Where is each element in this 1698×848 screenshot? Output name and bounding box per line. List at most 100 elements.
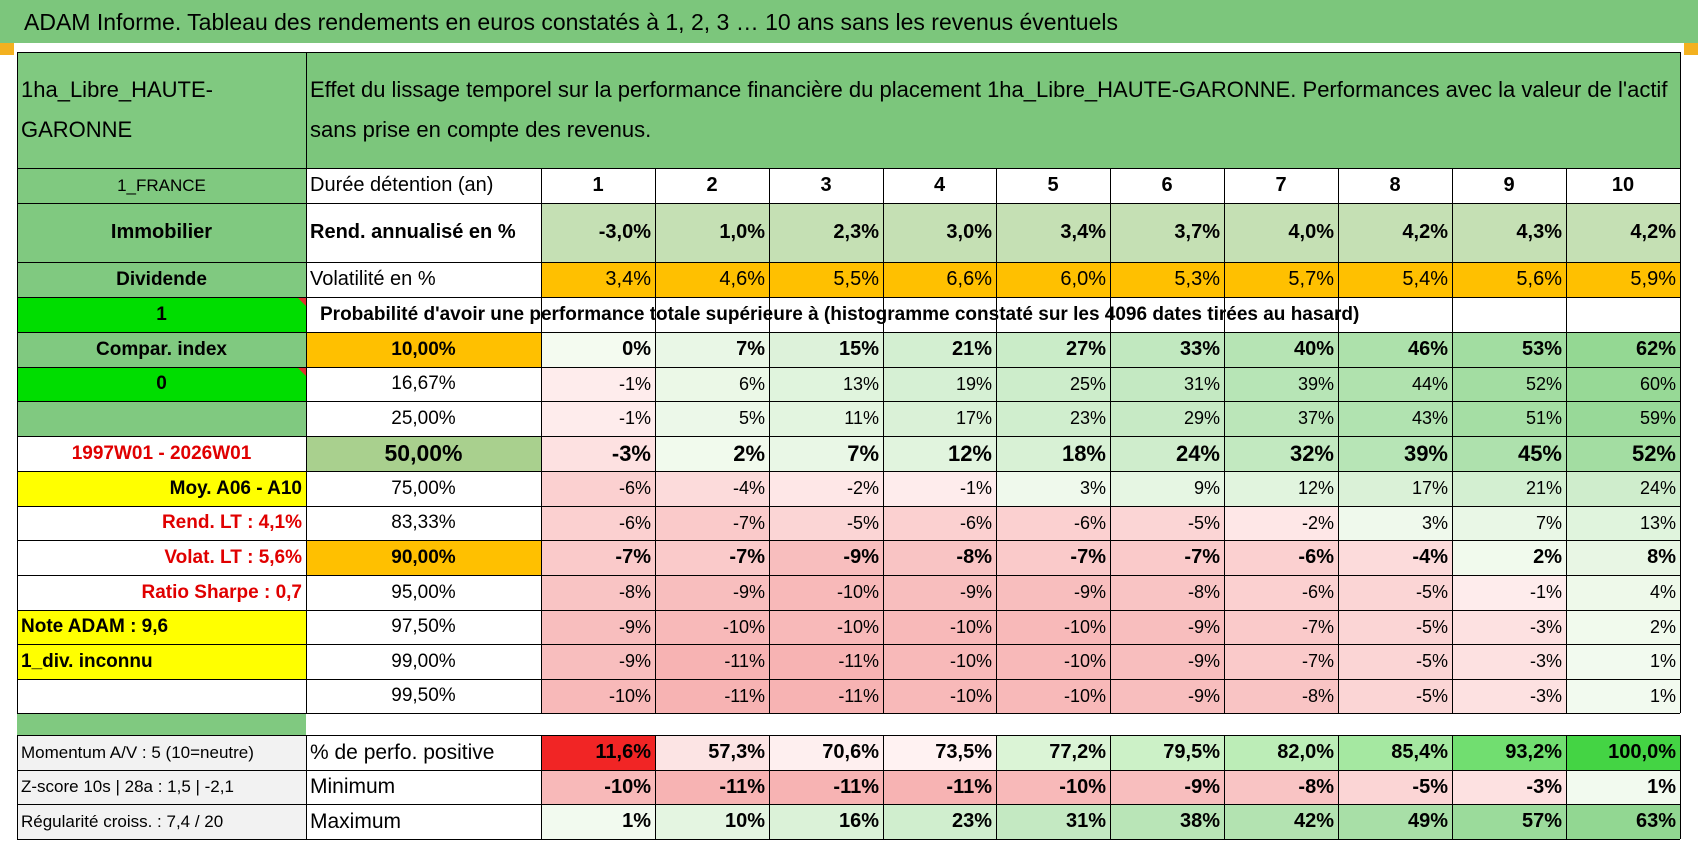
year-header: 7 [1224,168,1338,203]
quantile-value: 43% [1338,401,1452,436]
quantile-value: -9% [883,575,996,610]
quantile-value: 24% [1566,471,1680,506]
quantile-value: -10% [996,679,1110,713]
left-panel-cell: 0 [17,367,306,401]
quantile-value: 18% [996,436,1110,471]
grid-line [17,52,1680,53]
quantile-value: 21% [883,332,996,367]
left-panel-cell: Dividende [17,262,306,297]
quantile-value: -6% [541,471,655,506]
quantile-label: 75,00% [306,471,541,506]
quantile-value: 0% [541,332,655,367]
grid-line [17,804,1680,805]
quantile-value: 13% [769,367,883,401]
annual-return-value: 2,3% [769,203,883,262]
grid-line [1680,52,1681,713]
year-header: 1 [541,168,655,203]
quantile-value: -3% [1452,610,1566,644]
stat-value: 16% [769,804,883,839]
quantile-label: 16,67% [306,367,541,401]
grid-line [17,52,18,713]
quantile-value: -11% [655,679,769,713]
quantile-value: 31% [1110,367,1224,401]
quantile-value: -4% [655,471,769,506]
stat-value: 93,2% [1452,735,1566,770]
indicator-note: Momentum A/V : 5 (10=neutre) [17,735,306,770]
annual-return-value: 4,3% [1452,203,1566,262]
grid-line [541,168,542,713]
grid-line [1452,168,1453,713]
grid-line [1224,735,1225,839]
stat-label: Maximum [306,804,541,839]
stat-value: 10% [655,804,769,839]
grid-line [17,367,1680,368]
comment-indicator-icon[interactable] [298,298,306,306]
quantile-value: -9% [769,540,883,575]
quantile-value: 5% [655,401,769,436]
quantile-value: -5% [1338,575,1452,610]
grid-line [1338,735,1339,839]
left-panel-cell [17,401,306,436]
quantile-value: -8% [541,575,655,610]
grid-line [769,168,770,713]
quantile-value: -6% [883,506,996,540]
quantile-value: -10% [769,575,883,610]
volatility-value: 6,6% [883,262,996,297]
left-panel-cell: 1997W01 - 2026W01 [17,436,306,471]
quantile-value: 37% [1224,401,1338,436]
stat-value: 85,4% [1338,735,1452,770]
volatility-value: 5,4% [1338,262,1452,297]
quantile-value: -10% [996,610,1110,644]
years-label: Durée détention (an) [306,168,541,203]
quantile-value: 2% [655,436,769,471]
quantile-value: 24% [1110,436,1224,471]
quantile-value: -3% [1452,644,1566,679]
grid-line [1338,168,1339,713]
quantile-value: 3% [1338,506,1452,540]
year-header: 2 [655,168,769,203]
stat-value: 73,5% [883,735,996,770]
grid-line [1452,735,1453,839]
quantile-value: 45% [1452,436,1566,471]
grid-line [17,770,1680,771]
quantile-value: -11% [655,644,769,679]
quantile-value: -7% [541,540,655,575]
comment-indicator-icon[interactable] [298,368,306,376]
quantile-label: 50,00% [306,436,541,471]
left-panel-cell [17,679,306,713]
quantile-label: 83,33% [306,506,541,540]
quantile-value: 9% [1110,471,1224,506]
stat-value: 82,0% [1224,735,1338,770]
quantile-value: 52% [1452,367,1566,401]
left-panel-cell: 1_div. inconnu [17,644,306,679]
stat-value: 38% [1110,804,1224,839]
grid-line [17,471,1680,472]
quantile-value: -9% [541,644,655,679]
grid-line [996,168,997,713]
grid-line [1566,168,1567,713]
quantile-value: -4% [1338,540,1452,575]
quantile-value: -6% [1224,575,1338,610]
quantile-value: 3% [996,471,1110,506]
quantile-value: -1% [1452,575,1566,610]
grid-line [17,839,1680,840]
stat-value: 63% [1566,804,1680,839]
return-label: Rend. annualisé en % [306,203,541,262]
stat-label: % de perfo. positive [306,735,541,770]
quantile-value: -10% [996,644,1110,679]
grid-line [883,735,884,839]
quantile-value: 25% [996,367,1110,401]
grid-line [655,168,656,713]
quantile-label: 99,50% [306,679,541,713]
volatility-value: 4,6% [655,262,769,297]
quantile-value: -10% [541,679,655,713]
quantile-value: -9% [1110,644,1224,679]
asset-description: Effet du lissage temporel sur la perform… [306,52,1680,168]
quantile-value: 52% [1566,436,1680,471]
quantile-value: -2% [769,471,883,506]
annual-return-value: 1,0% [655,203,769,262]
quantile-value: -5% [1338,610,1452,644]
year-header: 10 [1566,168,1680,203]
quantile-value: 7% [655,332,769,367]
quantile-value: -11% [769,644,883,679]
